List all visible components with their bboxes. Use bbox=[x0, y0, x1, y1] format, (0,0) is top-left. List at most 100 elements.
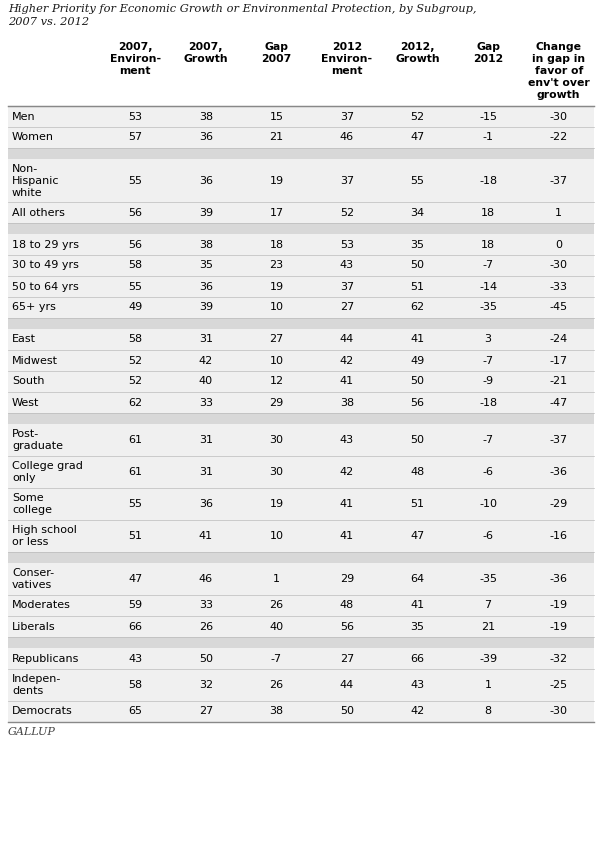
Text: 12: 12 bbox=[269, 377, 284, 386]
Bar bbox=[8, 669, 594, 701]
Bar bbox=[8, 127, 594, 148]
Text: 33: 33 bbox=[199, 601, 213, 611]
Text: 41: 41 bbox=[411, 601, 424, 611]
Text: Conser-
vatives: Conser- vatives bbox=[12, 568, 54, 590]
Text: High school
or less: High school or less bbox=[12, 525, 77, 547]
Bar bbox=[8, 637, 594, 648]
Text: 58: 58 bbox=[128, 680, 142, 690]
Text: 58: 58 bbox=[128, 335, 142, 345]
Text: 50: 50 bbox=[411, 377, 424, 386]
Text: 47: 47 bbox=[128, 574, 143, 584]
Bar bbox=[8, 648, 594, 669]
Text: -30: -30 bbox=[550, 112, 568, 122]
Text: 36: 36 bbox=[199, 132, 213, 142]
Text: 56: 56 bbox=[411, 397, 424, 408]
Text: 3: 3 bbox=[485, 335, 492, 345]
Text: 10: 10 bbox=[270, 355, 284, 366]
Bar bbox=[8, 552, 594, 563]
Text: 18: 18 bbox=[481, 239, 495, 250]
Text: -32: -32 bbox=[550, 654, 568, 663]
Text: 30: 30 bbox=[270, 435, 284, 445]
Text: 49: 49 bbox=[411, 355, 424, 366]
Bar bbox=[8, 392, 594, 413]
Text: 52: 52 bbox=[128, 377, 142, 386]
Text: -35: -35 bbox=[479, 303, 497, 312]
Text: 18: 18 bbox=[269, 239, 284, 250]
Bar bbox=[8, 371, 594, 392]
Text: 36: 36 bbox=[199, 176, 213, 185]
Text: -16: -16 bbox=[550, 531, 568, 541]
Text: Midwest: Midwest bbox=[12, 355, 58, 366]
Text: 50: 50 bbox=[411, 435, 424, 445]
Text: 15: 15 bbox=[270, 112, 284, 122]
Text: 37: 37 bbox=[340, 112, 354, 122]
Text: Men: Men bbox=[12, 112, 36, 122]
Text: 1: 1 bbox=[555, 208, 562, 217]
Text: 41: 41 bbox=[199, 531, 213, 541]
Text: 19: 19 bbox=[269, 281, 284, 292]
Text: Indepen-
dents: Indepen- dents bbox=[12, 674, 61, 696]
Text: 44: 44 bbox=[340, 335, 354, 345]
Text: Non-
Hispanic
white: Non- Hispanic white bbox=[12, 164, 60, 197]
Text: All others: All others bbox=[12, 208, 65, 217]
Text: 2007 vs. 2012: 2007 vs. 2012 bbox=[8, 17, 89, 27]
Text: 65+ yrs: 65+ yrs bbox=[12, 303, 56, 312]
Text: 21: 21 bbox=[481, 621, 495, 631]
Text: -19: -19 bbox=[550, 601, 568, 611]
Text: -9: -9 bbox=[483, 377, 494, 386]
Text: 43: 43 bbox=[340, 435, 354, 445]
Text: 37: 37 bbox=[340, 281, 354, 292]
Text: 53: 53 bbox=[128, 112, 142, 122]
Text: 38: 38 bbox=[199, 112, 213, 122]
Text: 1: 1 bbox=[273, 574, 280, 584]
Text: -21: -21 bbox=[550, 377, 568, 386]
Text: 27: 27 bbox=[340, 303, 354, 312]
Text: 30: 30 bbox=[270, 467, 284, 477]
Text: 50: 50 bbox=[340, 706, 354, 716]
Text: 56: 56 bbox=[128, 239, 142, 250]
Text: Republicans: Republicans bbox=[12, 654, 79, 663]
Text: 1: 1 bbox=[485, 680, 492, 690]
Text: 10: 10 bbox=[270, 531, 284, 541]
Text: 32: 32 bbox=[199, 680, 213, 690]
Text: 43: 43 bbox=[340, 261, 354, 270]
Text: 52: 52 bbox=[128, 355, 142, 366]
Text: -30: -30 bbox=[550, 706, 568, 716]
Text: 42: 42 bbox=[199, 355, 213, 366]
Text: Women: Women bbox=[12, 132, 54, 142]
Text: 62: 62 bbox=[411, 303, 424, 312]
Text: 61: 61 bbox=[128, 435, 142, 445]
Text: East: East bbox=[12, 335, 36, 345]
Text: 66: 66 bbox=[128, 621, 142, 631]
Text: -25: -25 bbox=[550, 680, 568, 690]
Text: Gap
2012: Gap 2012 bbox=[473, 42, 503, 64]
Text: 61: 61 bbox=[128, 467, 142, 477]
Text: South: South bbox=[12, 377, 45, 386]
Text: 51: 51 bbox=[411, 281, 424, 292]
Text: 39: 39 bbox=[199, 303, 213, 312]
Bar bbox=[8, 40, 594, 106]
Text: 36: 36 bbox=[199, 499, 213, 509]
Text: 35: 35 bbox=[199, 261, 213, 270]
Text: 19: 19 bbox=[269, 499, 284, 509]
Text: 48: 48 bbox=[411, 467, 424, 477]
Text: -7: -7 bbox=[483, 261, 494, 270]
Bar bbox=[8, 297, 594, 318]
Bar bbox=[8, 318, 594, 329]
Text: Liberals: Liberals bbox=[12, 621, 55, 631]
Text: 46: 46 bbox=[199, 574, 213, 584]
Text: 55: 55 bbox=[411, 176, 424, 185]
Text: 17: 17 bbox=[269, 208, 284, 217]
Text: Moderates: Moderates bbox=[12, 601, 71, 611]
Text: 50 to 64 yrs: 50 to 64 yrs bbox=[12, 281, 79, 292]
Text: 55: 55 bbox=[128, 499, 142, 509]
Text: 55: 55 bbox=[128, 176, 142, 185]
Text: 44: 44 bbox=[340, 680, 354, 690]
Text: -1: -1 bbox=[483, 132, 494, 142]
Bar bbox=[8, 148, 594, 159]
Text: 40: 40 bbox=[199, 377, 213, 386]
Text: 10: 10 bbox=[270, 303, 284, 312]
Text: 31: 31 bbox=[199, 335, 213, 345]
Text: GALLUP: GALLUP bbox=[8, 727, 56, 737]
Bar bbox=[8, 424, 594, 456]
